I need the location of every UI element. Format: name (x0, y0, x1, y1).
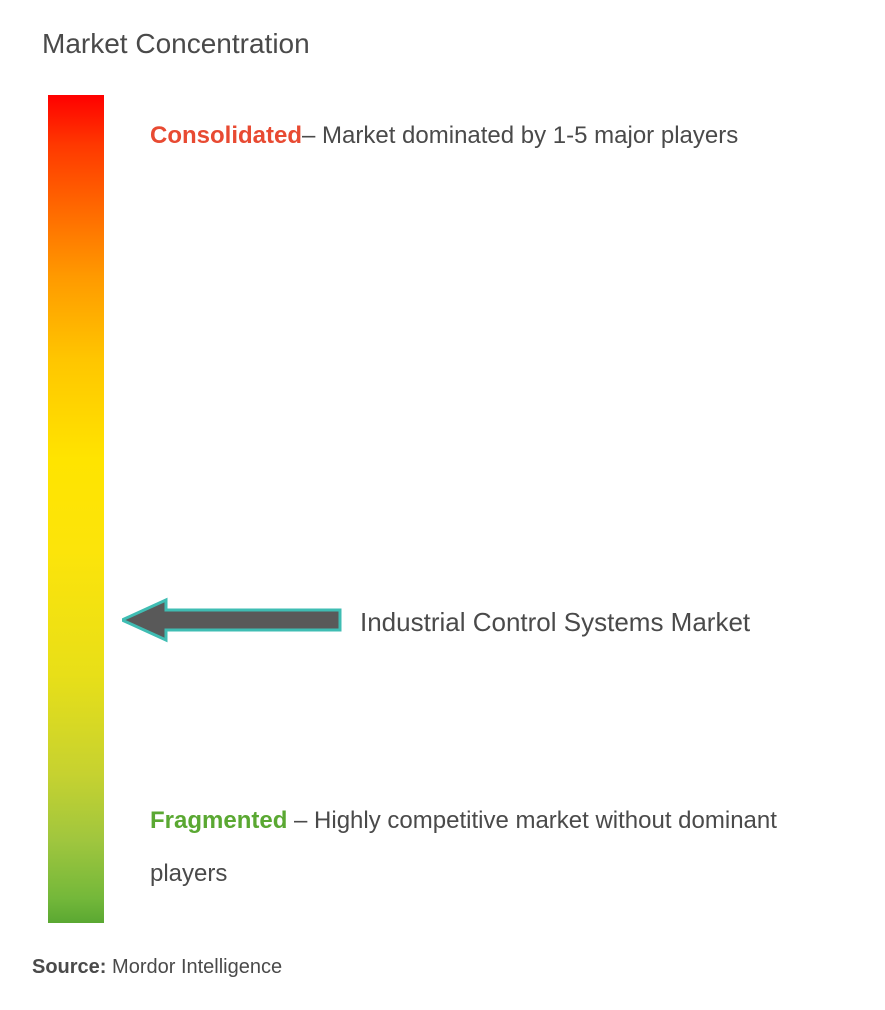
source-prefix: Source: (32, 956, 112, 978)
consolidated-label: Consolidated (150, 122, 302, 149)
market-pointer-label: Industrial Control Systems Market (360, 602, 800, 642)
consolidated-desc-text: – Market dominated by 1-5 major players (302, 122, 738, 149)
concentration-gradient-bar (48, 95, 104, 923)
arrow-polygon (122, 600, 340, 640)
source-attribution: Source: Mordor Intelligence (32, 956, 282, 979)
consolidated-description: Consolidated– Market dominated by 1-5 ma… (150, 110, 830, 163)
arrow-left-icon (122, 596, 342, 644)
fragmented-description: Fragmented – Highly competitive market w… (150, 795, 840, 901)
fragmented-label: Fragmented (150, 807, 287, 834)
page-title: Market Concentration (42, 28, 310, 60)
pointer-arrow (122, 596, 342, 644)
source-name: Mordor Intelligence (112, 956, 282, 978)
